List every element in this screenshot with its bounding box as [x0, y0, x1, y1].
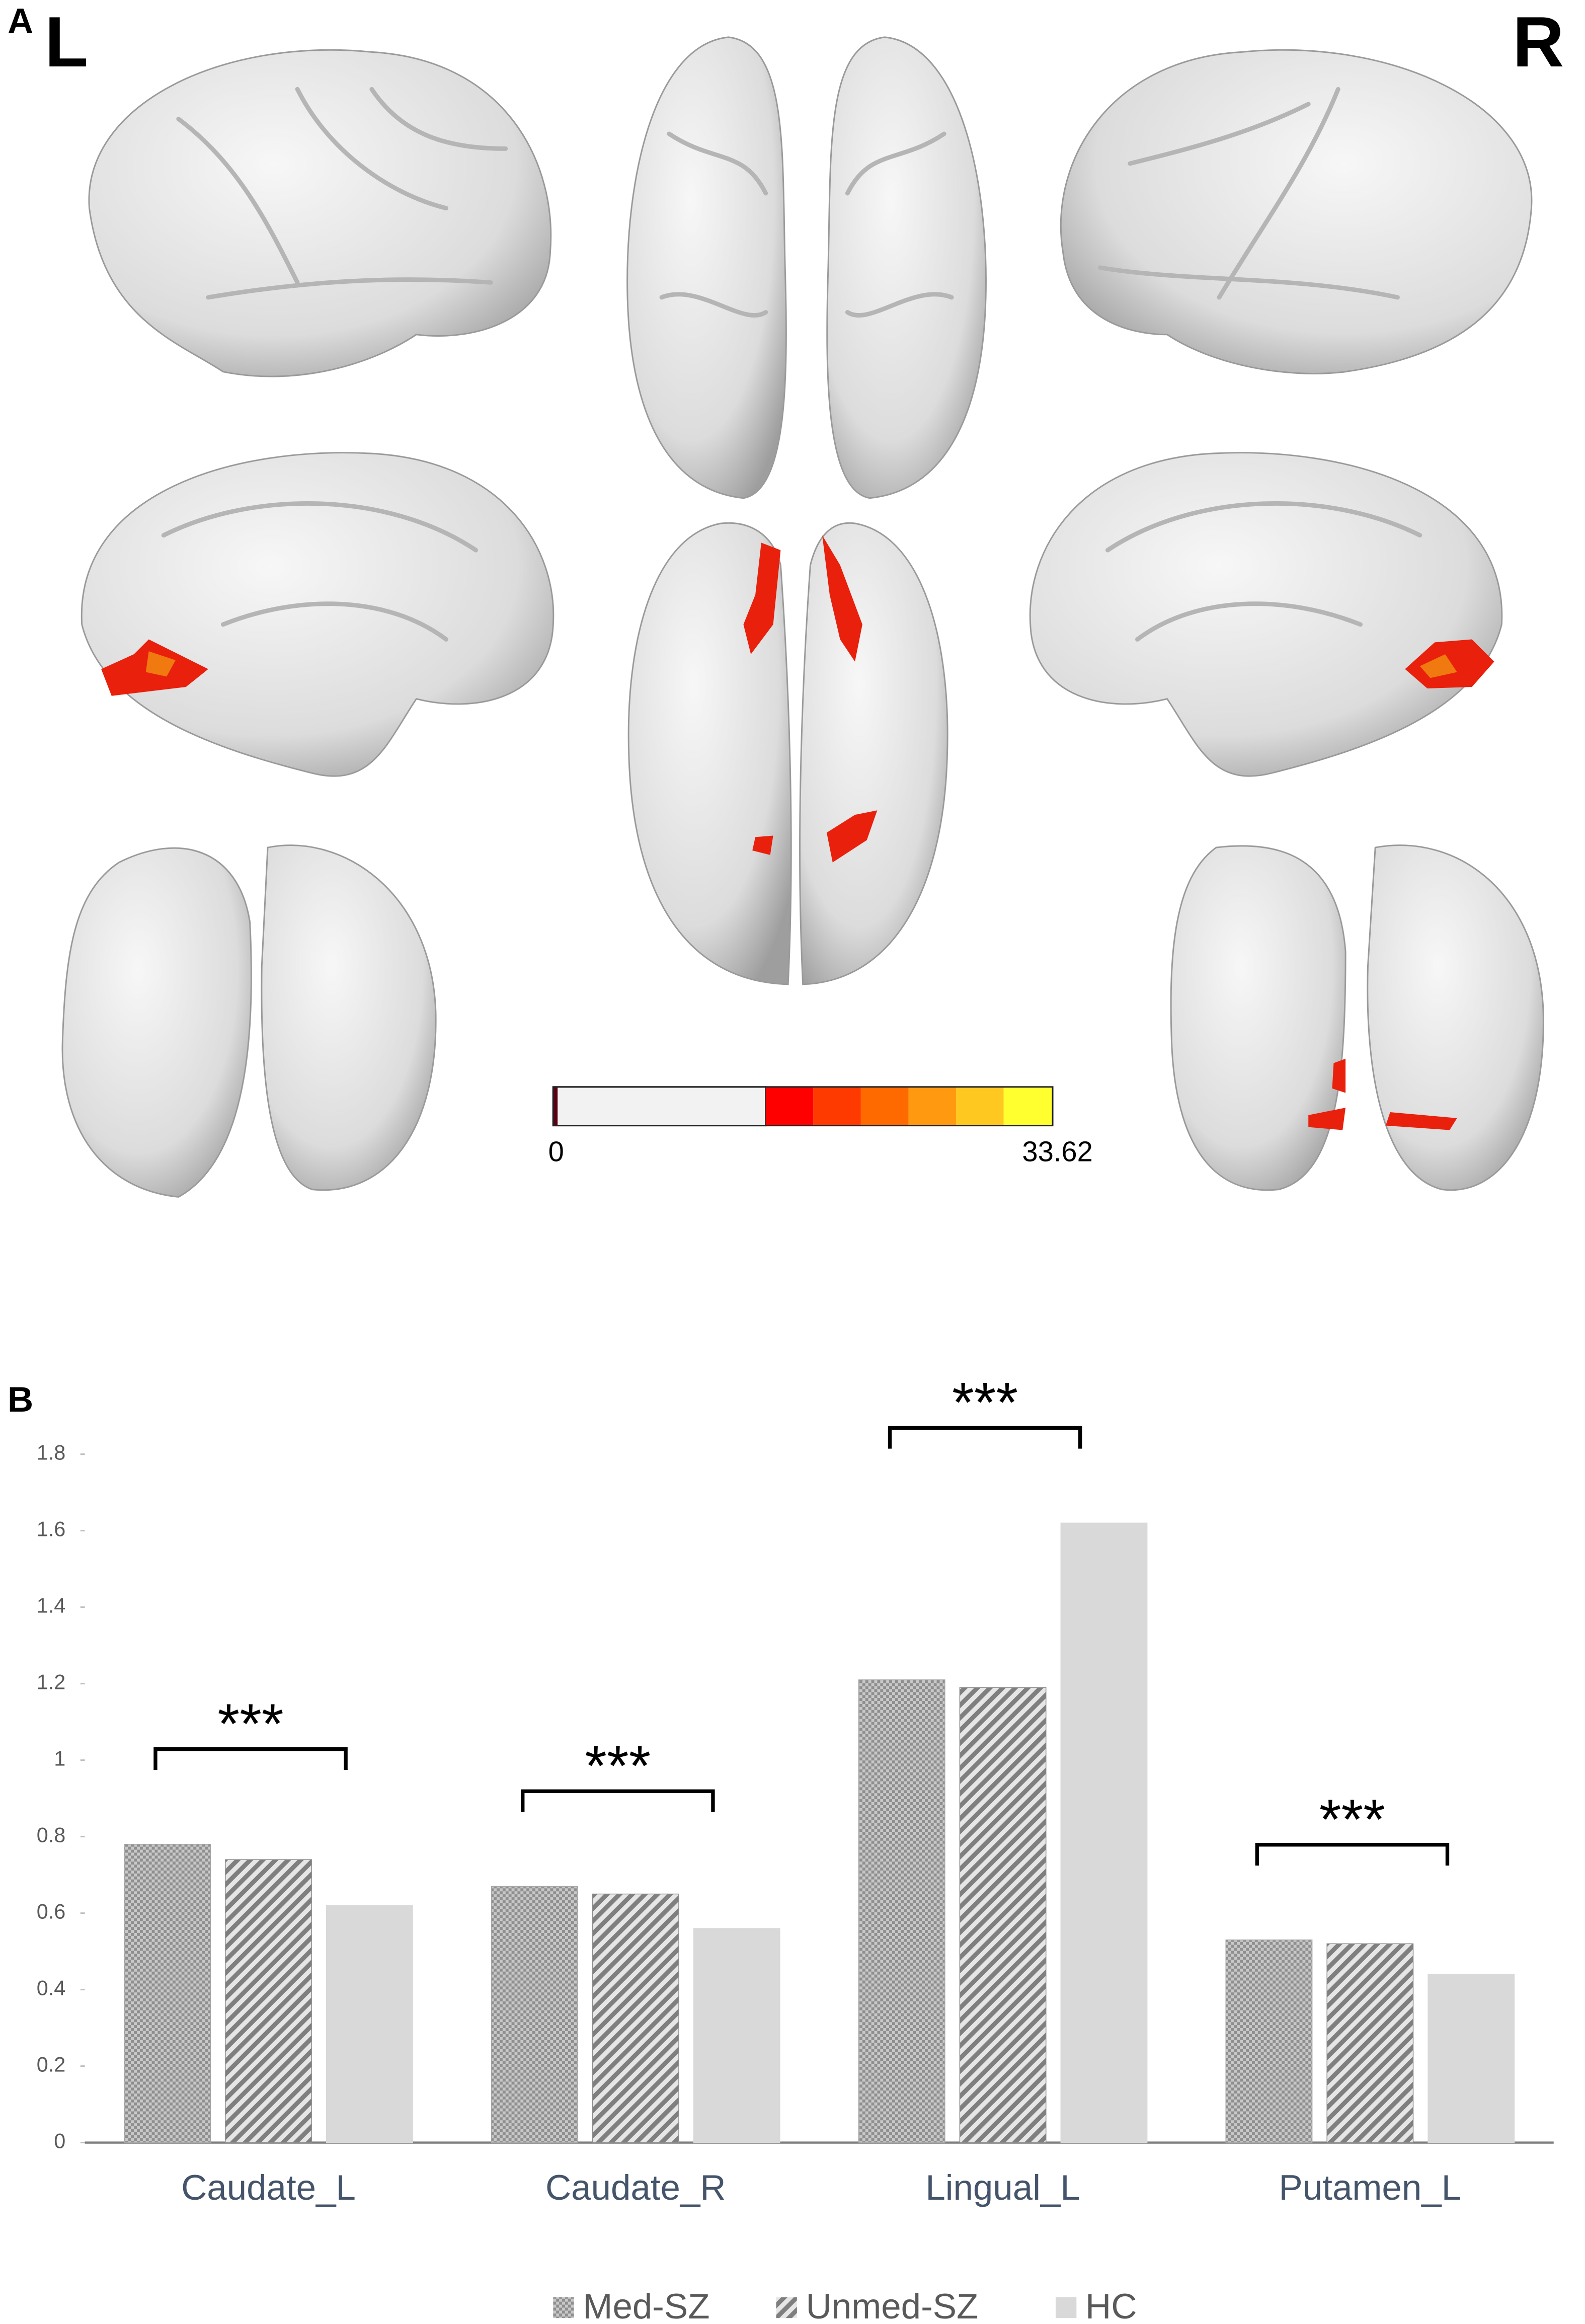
bar [693, 1928, 780, 2143]
legend-swatch [553, 2297, 574, 2318]
legend-swatch [1055, 2297, 1077, 2318]
bar [959, 1687, 1047, 2143]
significance-label: *** [585, 1734, 651, 1798]
panel-label: A [8, 2, 33, 41]
significance-label: *** [952, 1371, 1018, 1434]
hemisphere-label: R [1513, 3, 1564, 82]
legend-label: Med-SZ [583, 2287, 709, 2324]
significance-label: *** [218, 1692, 284, 1755]
legend-label: Unmed-SZ [806, 2287, 979, 2324]
significance-bracket [1255, 1842, 1450, 1866]
y-tick-label: 0.6 [37, 1900, 66, 1923]
y-tick-label: 1.4 [37, 1594, 66, 1617]
y-tick-label: 1.8 [37, 1441, 66, 1464]
bar [491, 1886, 578, 2143]
bar [1326, 1943, 1414, 2143]
significance-bracket [888, 1426, 1082, 1449]
y-tick-label: 1.2 [37, 1670, 66, 1693]
bar [225, 1859, 312, 2143]
y-tick-label: 1.6 [37, 1517, 66, 1540]
brain-views [61, 36, 1544, 1198]
colorbar [552, 1086, 1054, 1127]
y-tick-label: 0.4 [37, 1976, 66, 1999]
y-tick-label: 0.8 [37, 1823, 66, 1846]
x-tick-label: Lingual_L [925, 2168, 1080, 2208]
y-tick-label: 0 [54, 2129, 65, 2152]
hemisphere-label: L [45, 3, 89, 82]
bar [1225, 1940, 1313, 2143]
bar [858, 1679, 945, 2143]
y-tick-label: 0.2 [37, 2053, 66, 2076]
significance-bracket [521, 1789, 715, 1812]
bar [326, 1905, 413, 2143]
x-tick-label: Putamen_L [1279, 2168, 1462, 2208]
y-tick-label: 1 [54, 1747, 65, 1770]
bar [124, 1844, 211, 2143]
x-tick-label: Caudate_R [545, 2168, 726, 2208]
significance-bracket [153, 1747, 348, 1770]
legend-swatch [776, 2297, 797, 2318]
x-tick-label: Caudate_L [181, 2168, 356, 2208]
colorbar-max: 33.62 [1022, 1136, 1092, 1168]
colorbar-min: 0 [548, 1136, 564, 1168]
legend-label: HC [1085, 2287, 1137, 2324]
bar [592, 1893, 679, 2143]
panel-label: B [8, 1380, 33, 1420]
bar [1060, 1522, 1148, 2143]
bar [1428, 1974, 1515, 2143]
significance-label: *** [1319, 1788, 1385, 1851]
